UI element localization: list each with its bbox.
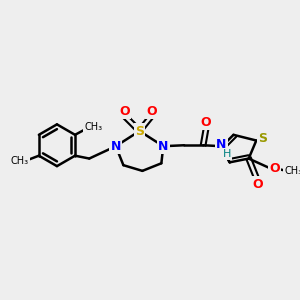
Text: CH₃: CH₃ — [84, 122, 102, 132]
Text: O: O — [119, 105, 130, 118]
Text: N: N — [111, 140, 121, 153]
Text: CH₃: CH₃ — [11, 156, 29, 167]
Text: N: N — [216, 138, 226, 151]
Text: H: H — [223, 149, 231, 159]
Text: O: O — [201, 116, 211, 129]
Text: CH₃: CH₃ — [284, 166, 300, 176]
Text: N: N — [158, 140, 168, 153]
Text: S: S — [135, 124, 144, 137]
Text: O: O — [269, 161, 280, 175]
Text: S: S — [258, 132, 267, 145]
Text: O: O — [252, 178, 262, 191]
Text: O: O — [147, 105, 157, 118]
